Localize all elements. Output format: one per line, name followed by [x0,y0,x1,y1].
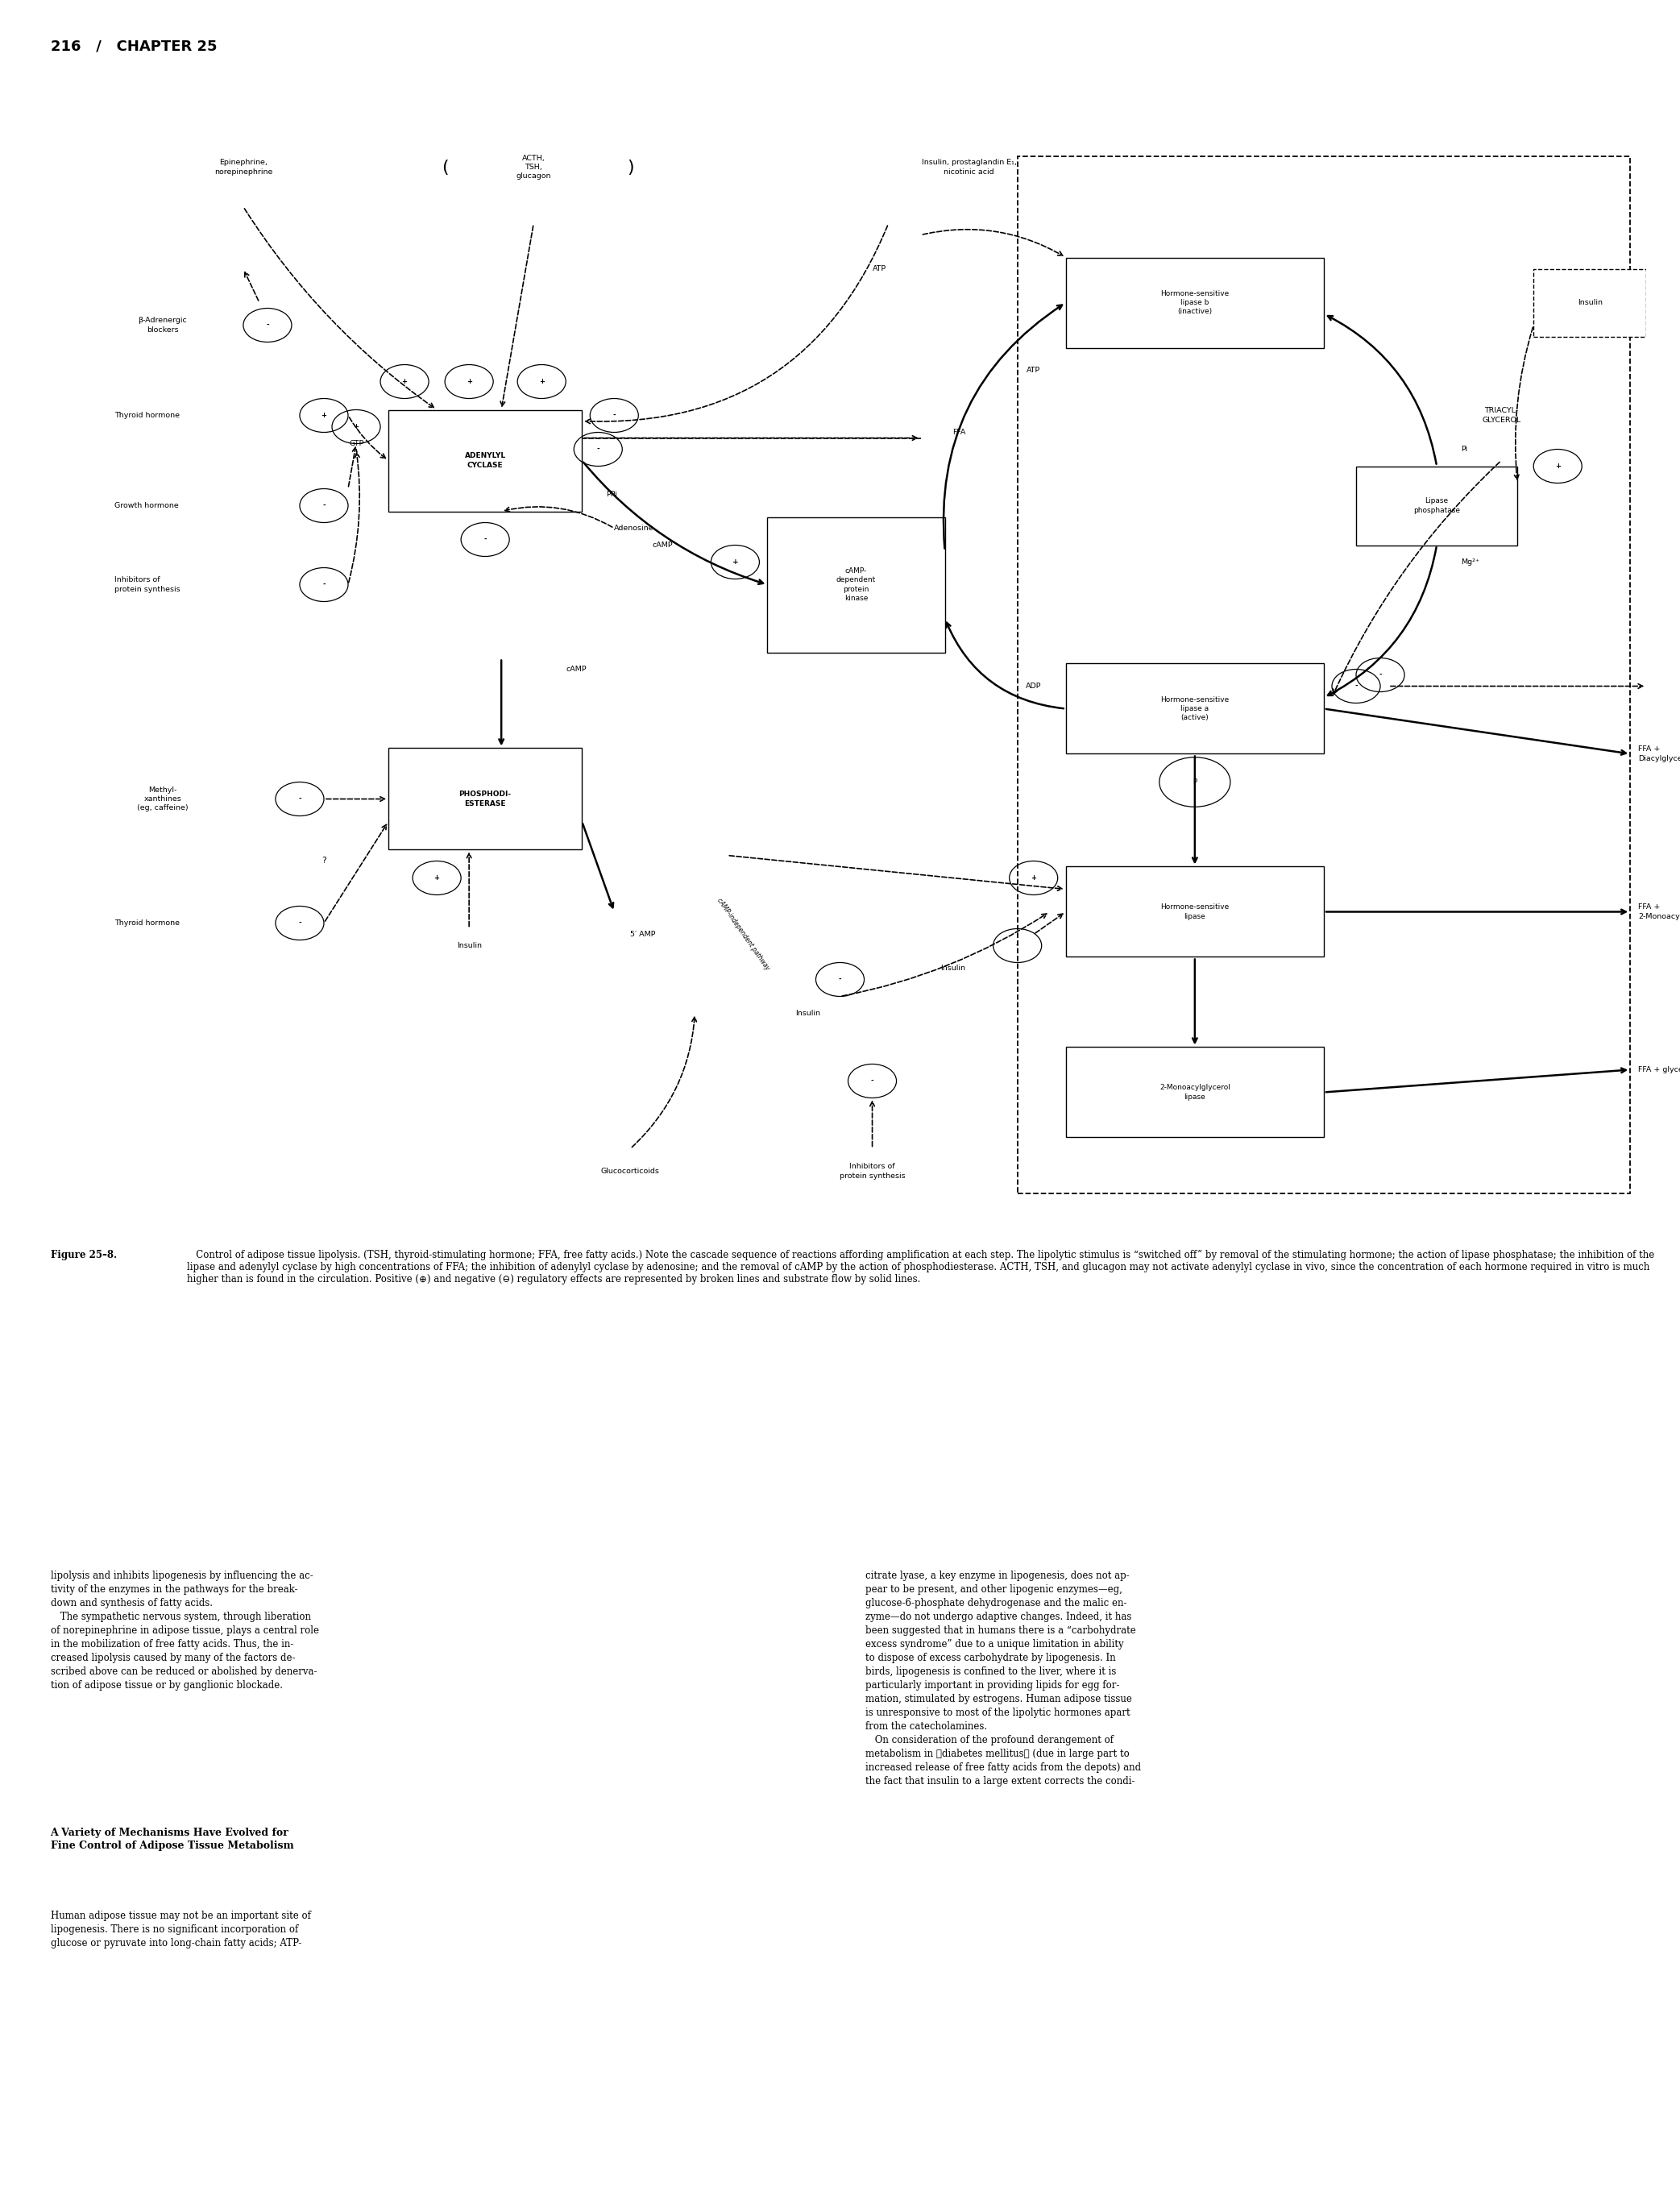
Text: Control of adipose tissue lipolysis. (TSH, thyroid-stimulating hormone; FFA, fre: Control of adipose tissue lipolysis. (TS… [186,1250,1655,1285]
Bar [1356,467,1517,544]
Text: 2-Monoacylglycerol
lipase: 2-Monoacylglycerol lipase [1159,1084,1230,1099]
Text: Pi: Pi [1462,445,1467,453]
Text: GTP: GTP [349,440,365,447]
Text: Methyl-
xanthines
(eg, caffeine): Methyl- xanthines (eg, caffeine) [138,787,188,812]
Text: Insulin, prostaglandin E₁,
nicotinic acid: Insulin, prostaglandin E₁, nicotinic aci… [922,159,1016,175]
Text: Hormone-sensitive
lipase b
(inactive): Hormone-sensitive lipase b (inactive) [1161,290,1230,314]
Text: cAMP-independent pathway: cAMP-independent pathway [716,898,771,971]
Text: FFA + glycerol: FFA + glycerol [1638,1066,1680,1073]
Text: -: - [870,1077,874,1084]
Text: ATP: ATP [872,265,885,272]
Text: P: P [1193,779,1196,785]
Text: -: - [265,321,269,330]
Bar [388,748,581,849]
Text: (: ( [442,159,449,175]
Text: +: + [1032,874,1037,883]
Text: Hormone-sensitive
lipase a
(active): Hormone-sensitive lipase a (active) [1161,697,1230,721]
Text: +: + [732,557,738,566]
Text: -: - [1379,670,1381,679]
Text: -: - [323,582,326,588]
Text: Mg²⁺: Mg²⁺ [1462,557,1480,566]
Bar [1534,268,1646,336]
Text: cAMP-
dependent
protein
kinase: cAMP- dependent protein kinase [837,568,875,602]
Text: FFA +
2-Monoacylglycerol: FFA + 2-Monoacylglycerol [1638,905,1680,920]
Text: +: + [353,422,360,431]
Text: Inhibitors of
protein synthesis: Inhibitors of protein synthesis [114,577,180,593]
Text: Glucocorticoids: Glucocorticoids [601,1168,660,1175]
Text: cAMP: cAMP [566,666,586,672]
Text: FFA: FFA [953,429,966,436]
Text: ?: ? [321,856,326,865]
Text: β-Adrenergic
blockers: β-Adrenergic blockers [138,316,186,334]
Text: +: + [433,874,440,883]
Text: -: - [1016,942,1018,949]
Text: Insulin: Insulin [1578,299,1603,305]
Text: Lipase
phosphatase: Lipase phosphatase [1413,498,1460,513]
Text: PHOSPHODI-
ESTERASE: PHOSPHODI- ESTERASE [459,792,511,807]
Text: +: + [1556,462,1561,469]
Text: -: - [323,502,326,509]
Text: lipolysis and inhibits lipogenesis by influencing the ac-
tivity of the enzymes : lipolysis and inhibits lipogenesis by in… [50,1571,319,1690]
Text: ATP: ATP [1026,367,1040,374]
Text: Insulin: Insulin [941,964,966,971]
Text: Hormone-sensitive
lipase: Hormone-sensitive lipase [1161,905,1230,920]
Text: Human adipose tissue may not be an important site of
lipogenesis. There is no si: Human adipose tissue may not be an impor… [50,1911,311,1949]
Text: Growth hormone: Growth hormone [114,502,178,509]
Text: +: + [467,378,472,385]
Text: ): ) [627,159,633,175]
Bar [1065,1046,1324,1137]
Text: +: + [402,378,407,385]
Text: -: - [484,535,487,544]
Text: ACTH,
TSH,
glucagon: ACTH, TSH, glucagon [516,155,551,179]
Text: 5′ AMP: 5′ AMP [630,931,655,938]
Text: -: - [596,445,600,453]
Text: Inhibitors of
protein synthesis: Inhibitors of protein synthesis [840,1164,906,1179]
Bar [1065,257,1324,347]
Text: -: - [1354,684,1357,690]
Text: A Variety of Mechanisms Have Evolved for
Fine Control of Adipose Tissue Metaboli: A Variety of Mechanisms Have Evolved for… [50,1827,294,1851]
Text: +: + [539,378,544,385]
Text: TRIACYL-
GLYCEROL: TRIACYL- GLYCEROL [1482,407,1520,422]
Text: +: + [321,411,326,418]
Text: Insulin: Insulin [795,1009,820,1018]
Bar [768,518,944,653]
Text: -: - [838,975,842,982]
Bar [388,409,581,511]
Text: -: - [299,920,301,927]
Text: 216   /   CHAPTER 25: 216 / CHAPTER 25 [50,40,217,53]
Text: Thyroid hormone: Thyroid hormone [114,920,180,927]
Text: -: - [299,796,301,803]
Bar [1065,664,1324,754]
Text: Thyroid hormone: Thyroid hormone [114,411,180,418]
Text: Adenosine: Adenosine [615,524,654,531]
Text: ADP: ADP [1026,684,1042,690]
Text: -: - [613,411,615,418]
Text: Epinephrine,
norepinephrine: Epinephrine, norepinephrine [213,159,272,175]
Bar [1065,867,1324,958]
Text: ADENYLYL
CYCLASE: ADENYLYL CYCLASE [465,453,506,469]
Bar [1018,155,1630,1194]
Text: citrate lyase, a key enzyme in lipogenesis, does not ap-
pear to be present, and: citrate lyase, a key enzyme in lipogenes… [865,1571,1141,1787]
Text: Insulin: Insulin [457,942,482,949]
Text: Figure 25–8.: Figure 25–8. [50,1250,116,1261]
Text: FFA +
Diacylglycerol: FFA + Diacylglycerol [1638,745,1680,761]
Text: cAMP: cAMP [652,542,674,549]
Text: PPi: PPi [606,491,617,498]
